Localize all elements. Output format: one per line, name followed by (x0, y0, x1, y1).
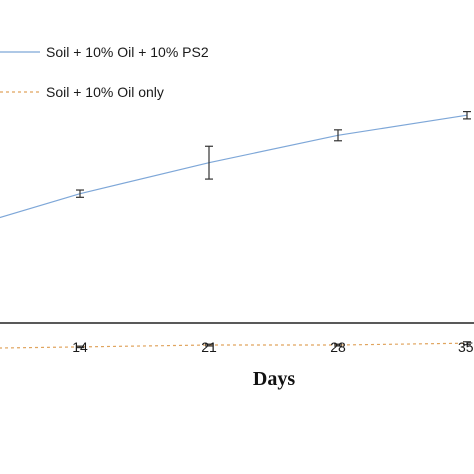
plot-area (0, 110, 471, 349)
legend: Soil + 10% Oil + 10% PS2 Soil + 10% Oil … (0, 44, 209, 100)
x-tick-label-21: 21 (201, 339, 217, 355)
legend-label-series-2: Soil + 10% Oil only (46, 84, 164, 100)
series-line-1 (0, 114, 468, 219)
x-tick-label-35: 35 (458, 339, 474, 355)
x-axis-title: Days (253, 368, 295, 390)
x-tick-label-14: 14 (72, 339, 88, 355)
x-tick-label-28: 28 (330, 339, 346, 355)
series-line-2 (0, 342, 468, 349)
legend-label-series-1: Soil + 10% Oil + 10% PS2 (46, 44, 209, 60)
